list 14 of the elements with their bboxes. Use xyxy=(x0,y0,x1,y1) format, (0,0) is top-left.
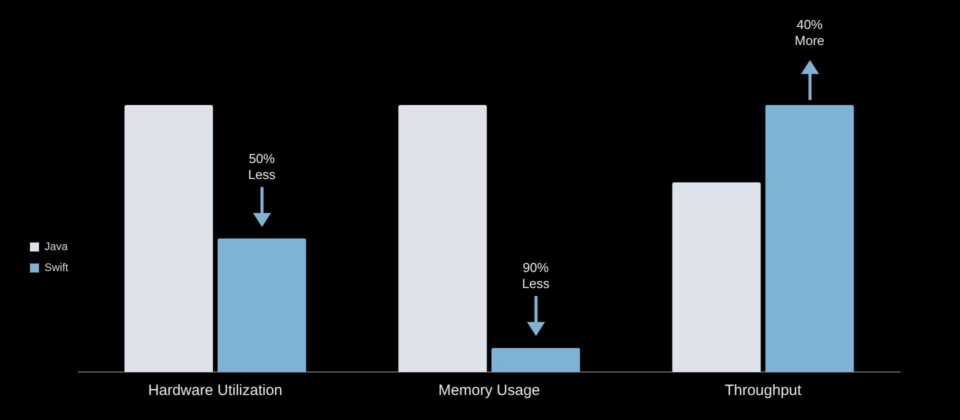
annotation: 50% Less xyxy=(247,150,277,182)
bar xyxy=(398,105,487,372)
x-tick-label: Hardware Utilization xyxy=(148,382,282,400)
bar xyxy=(672,182,761,372)
text: 40% More xyxy=(794,17,826,49)
legend-label: Swift xyxy=(44,262,68,274)
bar xyxy=(765,105,854,372)
x-tick-label: Memory Usage xyxy=(438,382,540,400)
bar xyxy=(124,105,213,372)
legend-label: Java xyxy=(44,241,69,254)
annotation: 90% Less xyxy=(520,260,550,292)
bar xyxy=(491,348,580,372)
bar xyxy=(218,238,306,372)
x-tick-label: Throughput xyxy=(724,382,802,400)
